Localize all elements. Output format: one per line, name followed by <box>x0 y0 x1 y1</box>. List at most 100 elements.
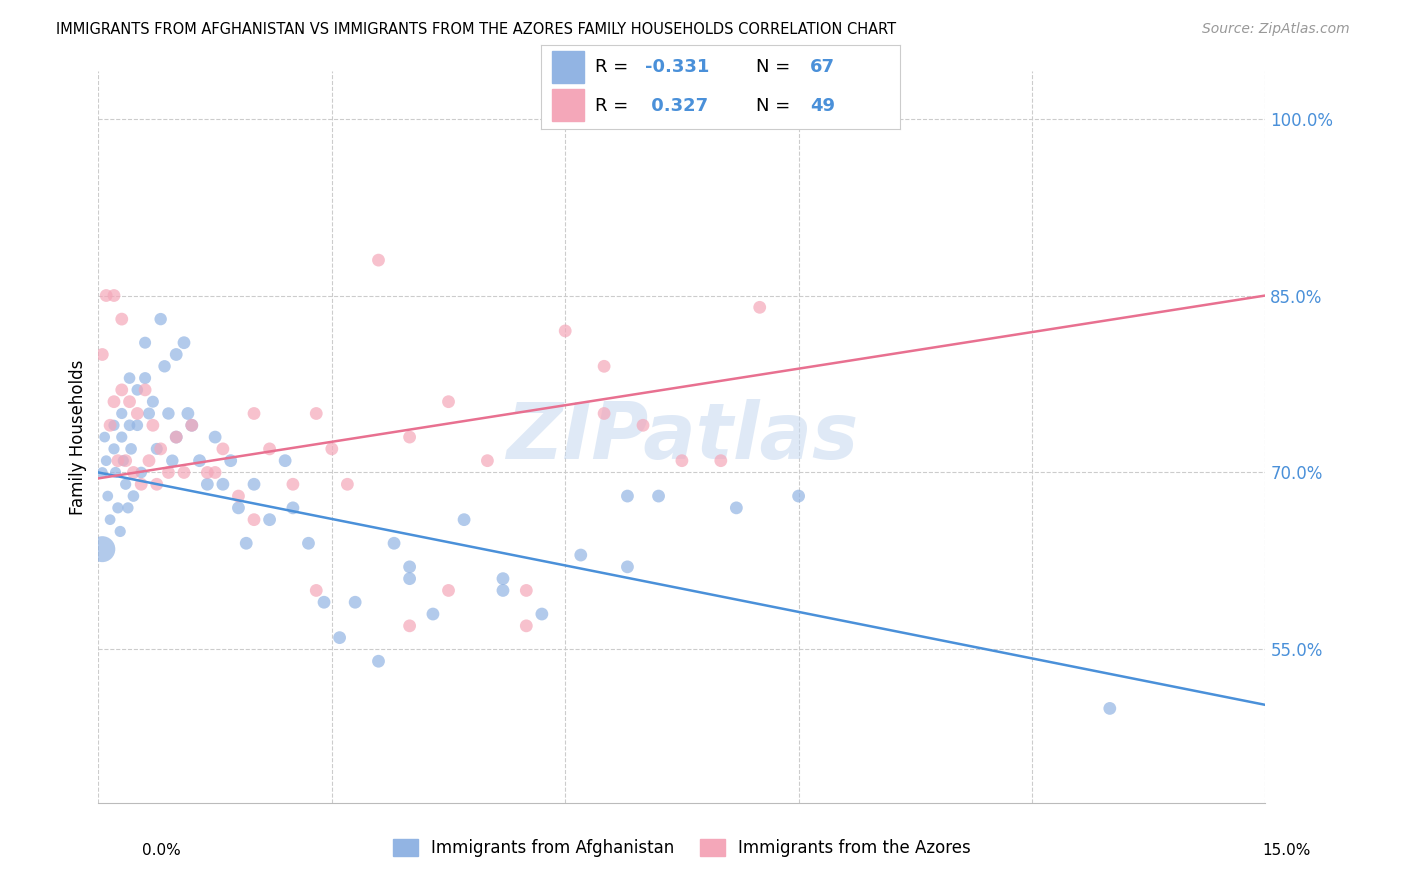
Point <box>173 466 195 480</box>
Point <box>305 407 328 421</box>
Point <box>281 500 304 515</box>
Point <box>118 394 141 409</box>
Point <box>142 418 165 433</box>
Point <box>118 371 141 385</box>
Point <box>91 347 114 361</box>
Point <box>111 383 134 397</box>
Point <box>107 500 129 515</box>
Point <box>134 383 156 397</box>
Point <box>162 453 184 467</box>
Point <box>129 466 152 480</box>
Point <box>146 477 169 491</box>
Point <box>122 466 145 480</box>
Text: ZIPatlas: ZIPatlas <box>506 399 858 475</box>
Point <box>228 489 250 503</box>
Text: Source: ZipAtlas.com: Source: ZipAtlas.com <box>1202 22 1350 37</box>
Point <box>204 430 226 444</box>
Point <box>118 418 141 433</box>
Point <box>114 453 136 467</box>
Point <box>219 453 242 467</box>
Point <box>91 542 114 557</box>
Point <box>153 359 176 374</box>
Point <box>173 335 195 350</box>
Point <box>98 513 121 527</box>
Point <box>127 383 149 397</box>
Bar <box>553 51 585 83</box>
Point <box>165 430 187 444</box>
Point <box>212 442 235 456</box>
Text: 0.0%: 0.0% <box>142 843 181 858</box>
Point <box>149 312 172 326</box>
Point <box>204 466 226 480</box>
Point <box>274 453 297 467</box>
Point <box>437 394 460 409</box>
Point <box>91 466 114 480</box>
Point <box>398 559 420 574</box>
Point <box>530 607 553 621</box>
Point <box>98 418 121 433</box>
Point <box>127 407 149 421</box>
Point <box>157 407 180 421</box>
Point <box>111 407 134 421</box>
Point <box>616 489 638 503</box>
Legend: Immigrants from Afghanistan, Immigrants from the Azores: Immigrants from Afghanistan, Immigrants … <box>387 832 977 864</box>
Text: -0.331: -0.331 <box>645 59 710 77</box>
Point <box>103 288 125 302</box>
Point <box>297 536 319 550</box>
Point <box>111 430 134 444</box>
Point <box>177 407 200 421</box>
Point <box>104 466 127 480</box>
Point <box>129 477 152 491</box>
Point <box>787 489 810 503</box>
Point <box>97 489 120 503</box>
Point <box>1098 701 1121 715</box>
Point <box>259 442 281 456</box>
Point <box>235 536 257 550</box>
Point <box>93 430 115 444</box>
Point <box>103 418 125 433</box>
Point <box>117 500 139 515</box>
Point <box>103 442 125 456</box>
Point <box>259 513 281 527</box>
Point <box>422 607 444 621</box>
Point <box>111 312 134 326</box>
Point <box>593 359 616 374</box>
Text: 15.0%: 15.0% <box>1263 843 1310 858</box>
Point <box>492 572 515 586</box>
Point <box>142 394 165 409</box>
Point <box>212 477 235 491</box>
Text: IMMIGRANTS FROM AFGHANISTAN VS IMMIGRANTS FROM THE AZORES FAMILY HOUSEHOLDS CORR: IMMIGRANTS FROM AFGHANISTAN VS IMMIGRANT… <box>56 22 897 37</box>
Point <box>593 407 616 421</box>
Point <box>554 324 576 338</box>
Point <box>321 442 343 456</box>
Point <box>453 513 475 527</box>
Point <box>437 583 460 598</box>
Point <box>329 631 352 645</box>
Point <box>188 453 211 467</box>
Point <box>515 619 537 633</box>
Point <box>382 536 405 550</box>
Point <box>108 524 131 539</box>
Point <box>96 288 118 302</box>
Text: R =: R = <box>595 59 634 77</box>
Point <box>180 418 202 433</box>
Point <box>243 513 266 527</box>
Text: N =: N = <box>756 59 796 77</box>
Point <box>134 335 156 350</box>
Point <box>281 477 304 491</box>
Point <box>616 559 638 574</box>
Point <box>243 477 266 491</box>
Point <box>107 453 129 467</box>
Point <box>710 453 733 467</box>
Point <box>865 112 887 126</box>
Point <box>149 442 172 456</box>
Point <box>569 548 592 562</box>
Point <box>367 654 389 668</box>
Point <box>492 583 515 598</box>
Point <box>398 572 420 586</box>
Point <box>138 407 160 421</box>
Point <box>114 477 136 491</box>
Point <box>477 453 499 467</box>
Point <box>367 253 389 268</box>
Point <box>305 583 328 598</box>
